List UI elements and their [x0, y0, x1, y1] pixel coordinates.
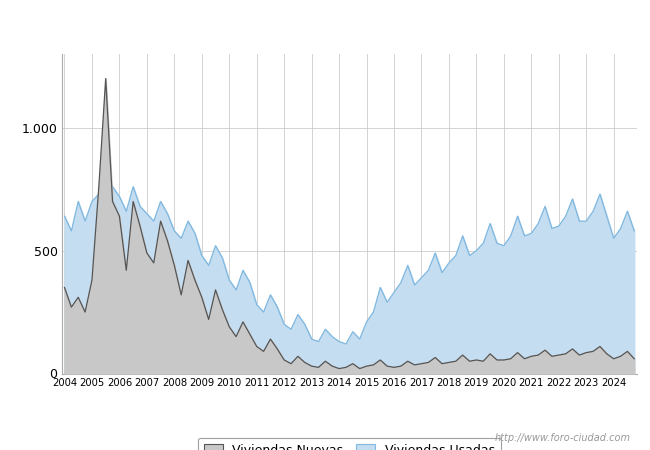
Text: Vigo - Evolucion del Nº de Transacciones Inmobiliarias: Vigo - Evolucion del Nº de Transacciones… [108, 16, 542, 31]
Legend: Viviendas Nuevas, Viviendas Usadas: Viviendas Nuevas, Viviendas Usadas [198, 437, 501, 450]
Text: http://www.foro-ciudad.com: http://www.foro-ciudad.com [495, 433, 630, 443]
